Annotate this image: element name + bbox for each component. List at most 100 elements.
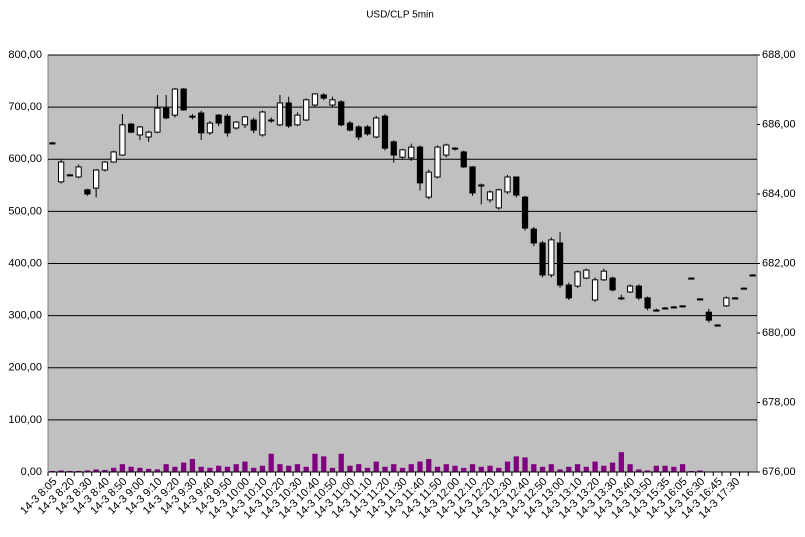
- chart-title: USD/CLP 5min: [366, 10, 434, 21]
- candle-body: [495, 189, 502, 209]
- candle-body: [679, 305, 686, 308]
- volume-bar: [67, 470, 73, 472]
- candle-body: [749, 274, 756, 277]
- y-tick-label: 300,00: [8, 310, 42, 322]
- volume-bar: [399, 467, 406, 472]
- candle-body: [740, 287, 747, 290]
- candle-body: [373, 117, 380, 138]
- volume-bar: [163, 464, 169, 472]
- y-tick-label: 200,00: [8, 362, 42, 374]
- candle-body: [355, 126, 362, 138]
- y-tick-label: 600,00: [8, 153, 42, 165]
- volume-bar: [251, 467, 257, 472]
- candle-body: [110, 151, 117, 163]
- candle-body: [513, 176, 520, 196]
- candle-body: [215, 114, 222, 124]
- volume-bar: [592, 461, 598, 472]
- y-tick-label: 800,00: [8, 49, 42, 61]
- candle-body: [460, 151, 467, 168]
- candle-body: [600, 270, 607, 281]
- candle-body: [618, 297, 625, 300]
- candle-body: [688, 277, 695, 280]
- volume-bar: [496, 467, 502, 472]
- volume-bar: [609, 462, 616, 472]
- candle-body: [329, 99, 336, 106]
- volume-bar: [443, 464, 449, 472]
- candle-body: [163, 107, 170, 119]
- volume-bar: [408, 464, 414, 472]
- candle-body: [556, 242, 564, 286]
- volume-bar: [128, 466, 134, 472]
- candle-body: [49, 142, 56, 145]
- candle-body: [731, 297, 739, 300]
- volume-bar: [636, 469, 642, 472]
- candle-body: [259, 111, 266, 136]
- candle-body: [285, 102, 292, 127]
- candle-body: [346, 122, 354, 131]
- candle-body: [539, 242, 546, 276]
- candle-body: [206, 122, 214, 134]
- volume-bar: [172, 466, 178, 472]
- candle-body: [434, 146, 441, 178]
- volume-bar: [268, 453, 274, 472]
- candle-body: [224, 115, 231, 134]
- y-tick-label: 100,00: [8, 414, 42, 426]
- volume-bar: [574, 464, 581, 472]
- volume-bar: [391, 464, 397, 472]
- candle-body: [661, 307, 669, 310]
- volume-bar: [49, 470, 56, 472]
- volume-bar: [286, 465, 292, 472]
- candle-body: [504, 176, 511, 193]
- volume-bar: [478, 466, 484, 472]
- y2-tick-label: 682,00: [762, 257, 796, 269]
- volume-bar: [216, 465, 222, 472]
- volume-bar: [539, 466, 546, 472]
- candle-body: [189, 115, 196, 118]
- candle-body: [101, 161, 109, 171]
- candle-body: [653, 309, 660, 312]
- volume-bar: [697, 470, 703, 472]
- y-tick-label: 700,00: [8, 101, 42, 113]
- volume-bar: [601, 465, 607, 472]
- candle-body: [478, 184, 485, 187]
- volume-bar: [644, 470, 651, 472]
- volume-bar: [93, 469, 99, 472]
- candle-body: [303, 99, 310, 121]
- candle-body: [75, 166, 82, 178]
- volume-bar: [557, 469, 563, 472]
- volume-bar: [154, 469, 161, 472]
- volume-bar: [679, 464, 686, 472]
- volume-bar: [111, 467, 117, 472]
- volume-bar: [461, 467, 467, 472]
- volume-bar: [583, 466, 589, 472]
- candle-body: [241, 116, 249, 126]
- candle-body: [486, 191, 494, 201]
- volume-bar: [294, 464, 301, 472]
- candle-body: [451, 147, 459, 150]
- volume-bar: [531, 464, 537, 472]
- volume-bar: [84, 470, 91, 472]
- y-tick-label: 0,00: [21, 466, 42, 478]
- candle-body: [154, 107, 161, 133]
- candle-body: [714, 324, 721, 327]
- candle-body: [626, 285, 634, 293]
- volume-bar: [452, 465, 458, 472]
- volume-bar: [242, 461, 248, 472]
- candle-body: [320, 94, 327, 99]
- candle-body: [233, 121, 240, 129]
- candle-body: [58, 161, 65, 183]
- candle-body: [644, 297, 651, 309]
- candle-body: [66, 174, 74, 177]
- candle-body: [425, 171, 432, 198]
- candle-body: [364, 126, 371, 135]
- candle-body: [119, 124, 126, 156]
- volume-bar: [627, 464, 633, 472]
- volume-bar: [137, 467, 143, 472]
- candle-body: [198, 112, 205, 134]
- volume-bar: [671, 466, 677, 472]
- candle-body: [469, 166, 476, 194]
- volume-bar: [434, 466, 441, 472]
- volume-bar: [522, 457, 528, 472]
- candle-body: [583, 269, 590, 279]
